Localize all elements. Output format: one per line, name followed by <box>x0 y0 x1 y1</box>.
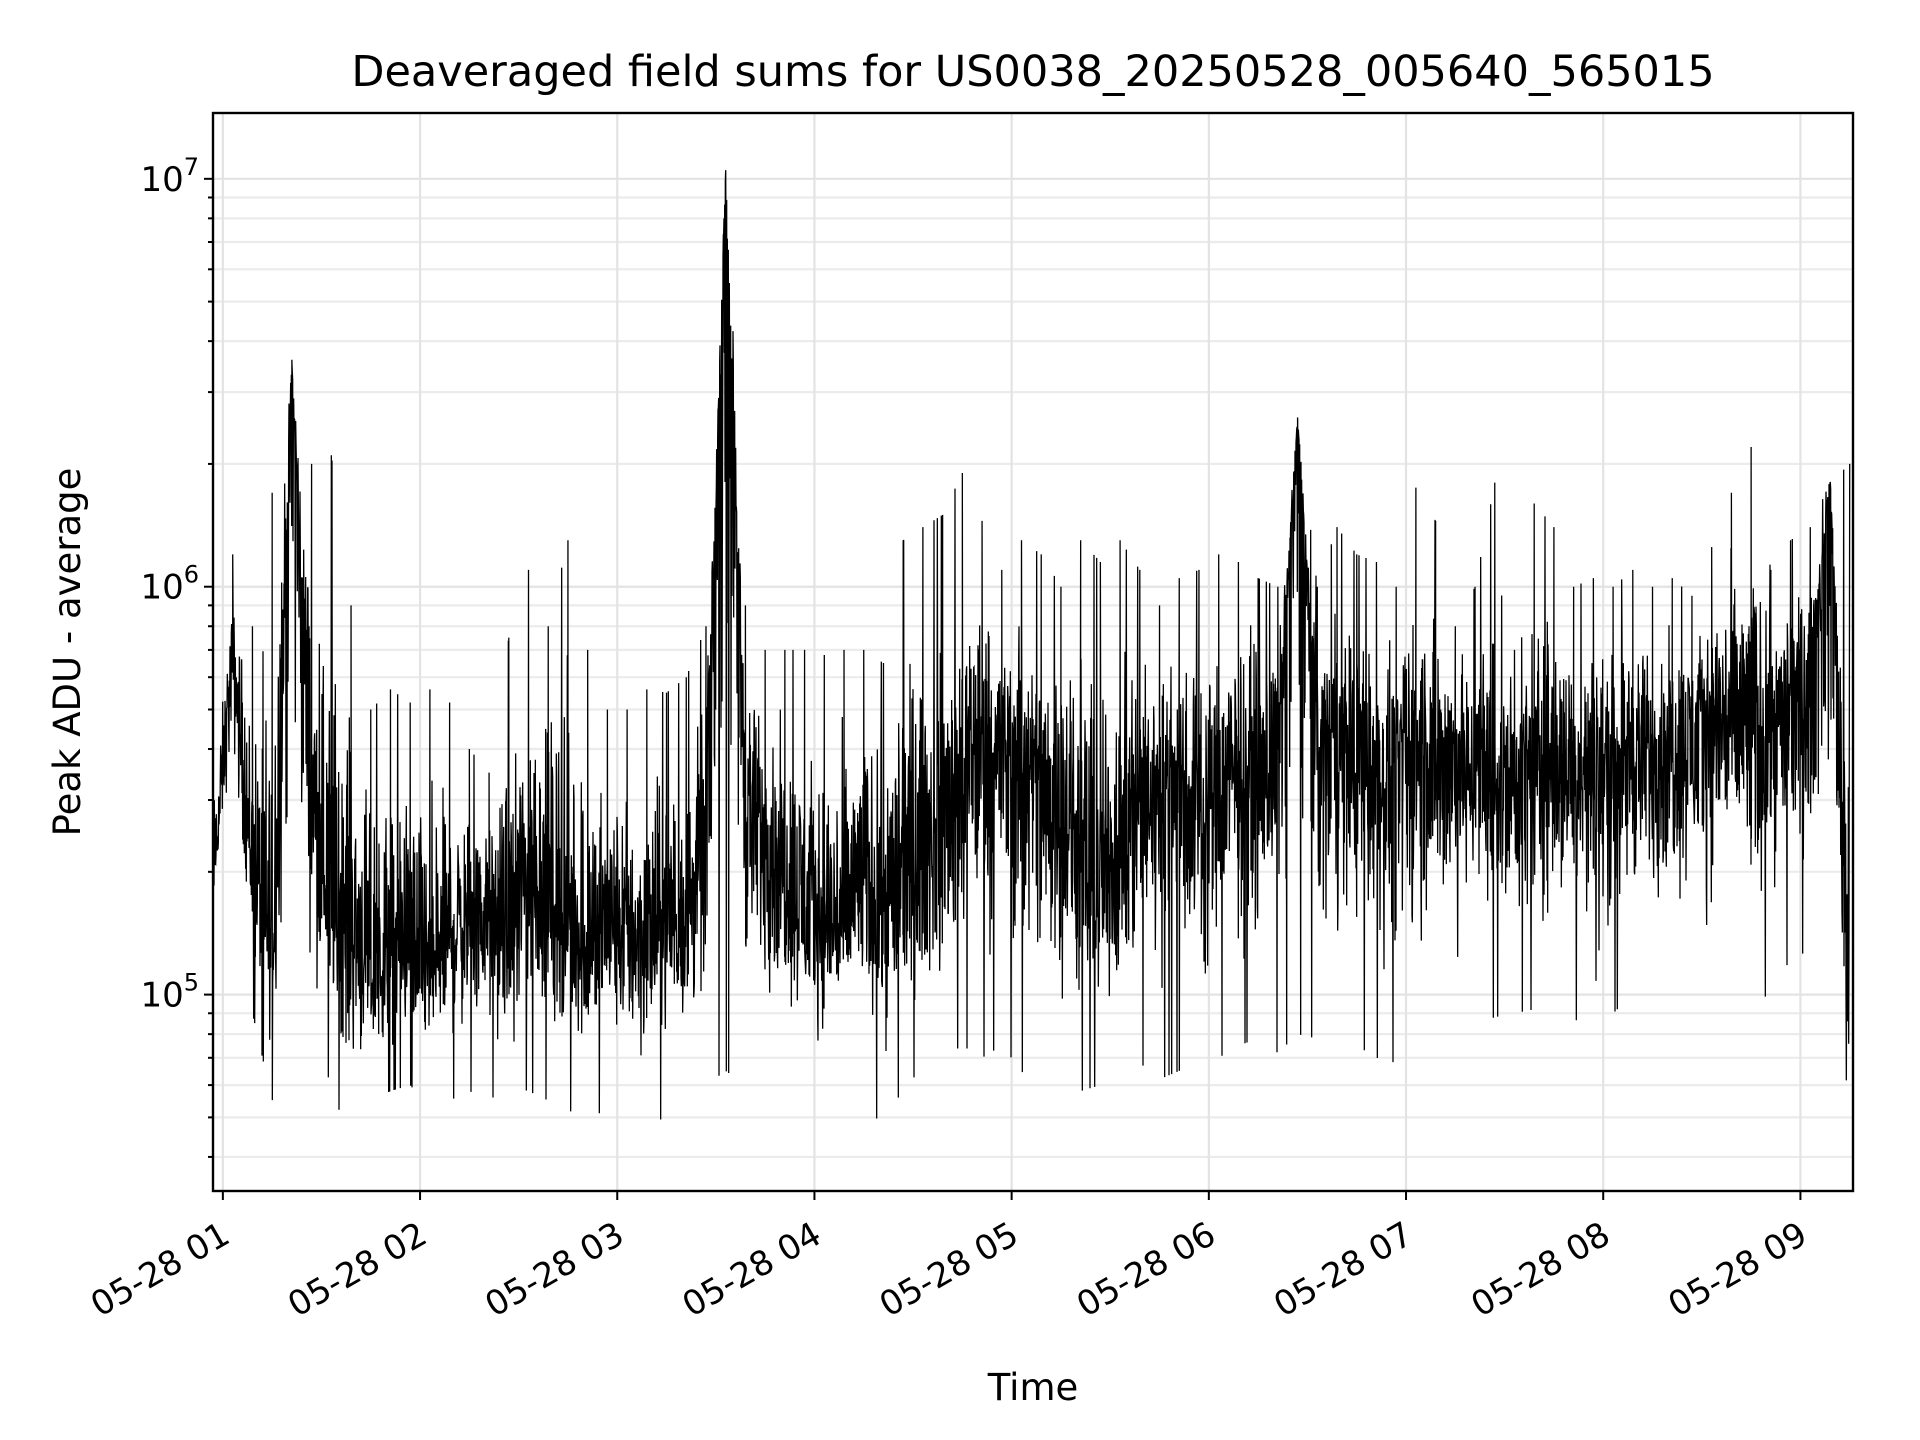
y-tick-label: 105 <box>140 969 199 1016</box>
plot-frame <box>211 111 1855 1193</box>
x-tick-label: 05-28 02 <box>281 1214 433 1325</box>
chart-title: Deaveraged field sums for US0038_2025052… <box>351 47 1714 97</box>
series-line <box>212 170 1851 1120</box>
y-axis: 105 106 107 <box>140 153 213 1158</box>
x-axis-label: Time <box>987 1366 1079 1409</box>
x-tick-label: 05-28 07 <box>1267 1214 1419 1325</box>
x-tick-label: 05-28 09 <box>1662 1214 1814 1325</box>
x-tick-label: 05-28 06 <box>1070 1214 1222 1325</box>
series-layer <box>212 170 1851 1120</box>
x-tick-label: 05-28 08 <box>1464 1214 1616 1325</box>
x-tick-label: 05-28 05 <box>873 1214 1025 1325</box>
y-tick-label: 106 <box>140 561 199 608</box>
grid <box>213 113 1853 1191</box>
y-axis-label: Peak ADU - average <box>46 468 89 837</box>
y-tick-label: 107 <box>140 153 199 200</box>
x-tick-label: 05-28 03 <box>478 1214 630 1325</box>
x-axis: 05-28 01 05-28 02 05-28 03 05-28 04 05-28 05… <box>84 1191 1814 1325</box>
x-tick-label: 05-28 04 <box>676 1214 828 1325</box>
x-tick-label: 05-28 01 <box>84 1214 236 1325</box>
